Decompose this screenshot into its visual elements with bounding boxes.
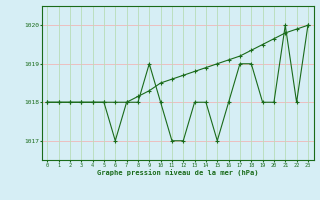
X-axis label: Graphe pression niveau de la mer (hPa): Graphe pression niveau de la mer (hPa): [97, 169, 258, 176]
